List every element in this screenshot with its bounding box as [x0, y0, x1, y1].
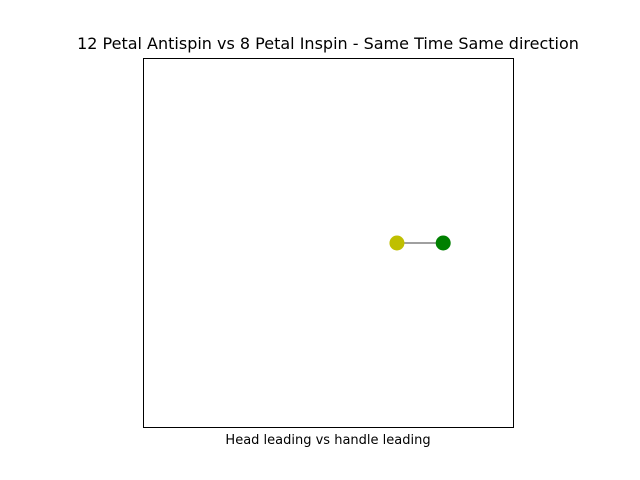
- plot-area: [143, 58, 514, 428]
- data-point-1: [389, 235, 405, 251]
- data-marks: [389, 235, 451, 251]
- x-axis-label: Head leading vs handle leading: [225, 433, 430, 448]
- data-point-2: [435, 235, 451, 251]
- chart-title: 12 Petal Antispin vs 8 Petal Inspin - Sa…: [77, 34, 579, 53]
